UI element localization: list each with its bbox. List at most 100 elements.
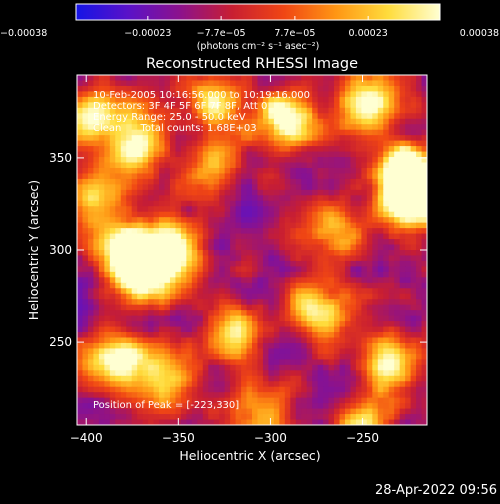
- heatmap-cell: [394, 96, 401, 103]
- heatmap-cell: [279, 189, 286, 196]
- heatmap-cell: [120, 250, 127, 257]
- heatmap-cell: [186, 255, 193, 262]
- heatmap-cell: [224, 304, 231, 311]
- heatmap-cell: [317, 102, 324, 109]
- heatmap-cell: [109, 118, 116, 125]
- heatmap-cell: [252, 195, 259, 202]
- heatmap-cell: [213, 157, 220, 164]
- heatmap-cell: [306, 228, 313, 235]
- heatmap-cell: [77, 107, 84, 114]
- heatmap-cell: [262, 184, 270, 191]
- heatmap-cell: [131, 113, 138, 120]
- heatmap-cell: [394, 304, 401, 311]
- heatmap-cell: [164, 364, 171, 371]
- heatmap-cell: [120, 332, 127, 339]
- heatmap-cell: [159, 277, 166, 284]
- heatmap-cell: [235, 408, 242, 415]
- heatmap-cell: [159, 419, 166, 425]
- heatmap-cell: [279, 184, 286, 191]
- heatmap-cell: [115, 173, 122, 180]
- heatmap-cell: [175, 271, 182, 278]
- heatmap-cell: [323, 211, 330, 218]
- heatmap-cell: [137, 173, 144, 180]
- heatmap-cell: [350, 299, 357, 306]
- heatmap-cell: [273, 266, 280, 273]
- heatmap-cell: [98, 375, 105, 382]
- heatmap-cell: [290, 359, 297, 366]
- heatmap-cell: [87, 113, 95, 120]
- heatmap-cell: [169, 206, 177, 213]
- heatmap-cell: [230, 96, 237, 103]
- heatmap-cell: [312, 80, 319, 87]
- heatmap-cell: [219, 282, 226, 289]
- heatmap-cell: [344, 315, 352, 322]
- heatmap-cell: [148, 113, 155, 120]
- heatmap-cell: [202, 113, 209, 120]
- heatmap-cell: [93, 277, 100, 284]
- heatmap-cell: [77, 337, 84, 344]
- heatmap-cell: [421, 403, 427, 410]
- heatmap-cell: [416, 299, 423, 306]
- colorbar-tick-label: −0.00038: [0, 28, 47, 39]
- heatmap-cell: [213, 178, 220, 185]
- heatmap-cell: [383, 375, 390, 382]
- heatmap-cell: [137, 250, 144, 257]
- heatmap-cell: [252, 260, 259, 268]
- heatmap-cell: [399, 359, 406, 366]
- heatmap-cell: [115, 359, 122, 366]
- heatmap-cell: [120, 107, 127, 114]
- heatmap-cell: [148, 348, 155, 355]
- heatmap-cell: [344, 419, 352, 425]
- heatmap-cell: [350, 250, 357, 257]
- heatmap-cell: [273, 140, 280, 147]
- heatmap-cell: [312, 337, 319, 344]
- heatmap-cell: [344, 96, 352, 103]
- heatmap-cell: [219, 91, 226, 98]
- heatmap-cell: [312, 118, 319, 125]
- heatmap-cell: [268, 304, 275, 311]
- heatmap-cell: [328, 266, 335, 273]
- heatmap-cell: [306, 96, 313, 103]
- heatmap-cell: [82, 342, 89, 350]
- heatmap-cell: [334, 397, 341, 404]
- heatmap-cell: [159, 337, 166, 344]
- heatmap-cell: [252, 91, 259, 98]
- heatmap-cell: [213, 80, 220, 87]
- heatmap-cell: [366, 239, 373, 246]
- heatmap-cell: [148, 200, 155, 207]
- heatmap-cell: [405, 332, 412, 339]
- heatmap-cell: [142, 359, 149, 366]
- heatmap-cell: [394, 239, 401, 246]
- heatmap-cell: [131, 124, 138, 131]
- heatmap-cell: [306, 80, 313, 87]
- heatmap-cell: [180, 321, 187, 328]
- heatmap-cell: [295, 162, 302, 169]
- heatmap-cell: [268, 332, 275, 339]
- heatmap-cell: [377, 167, 384, 175]
- heatmap-cell: [355, 386, 362, 393]
- heatmap-cell: [126, 310, 133, 317]
- heatmap-cell: [224, 146, 231, 153]
- heatmap-cell: [186, 315, 193, 322]
- heatmap-cell: [224, 310, 231, 317]
- heatmap-cell: [421, 250, 427, 257]
- heatmap-cell: [93, 348, 100, 355]
- heatmap-cell: [224, 178, 231, 185]
- heatmap-cell: [104, 386, 111, 393]
- heatmap-cell: [416, 260, 423, 268]
- heatmap-cell: [82, 75, 89, 82]
- heatmap-cell: [213, 211, 220, 218]
- heatmap-cell: [301, 386, 308, 393]
- heatmap-cell: [93, 293, 100, 300]
- heatmap-cell: [191, 146, 198, 153]
- heatmap-cell: [246, 392, 253, 399]
- heatmap-cell: [93, 364, 100, 371]
- heatmap-cell: [273, 282, 280, 289]
- heatmap-cell: [350, 222, 357, 229]
- heatmap-cell: [159, 167, 166, 175]
- heatmap-cell: [284, 244, 291, 251]
- heatmap-cell: [361, 304, 368, 311]
- heatmap-cell: [82, 233, 89, 240]
- heatmap-cell: [186, 277, 193, 284]
- heatmap-cell: [202, 162, 209, 169]
